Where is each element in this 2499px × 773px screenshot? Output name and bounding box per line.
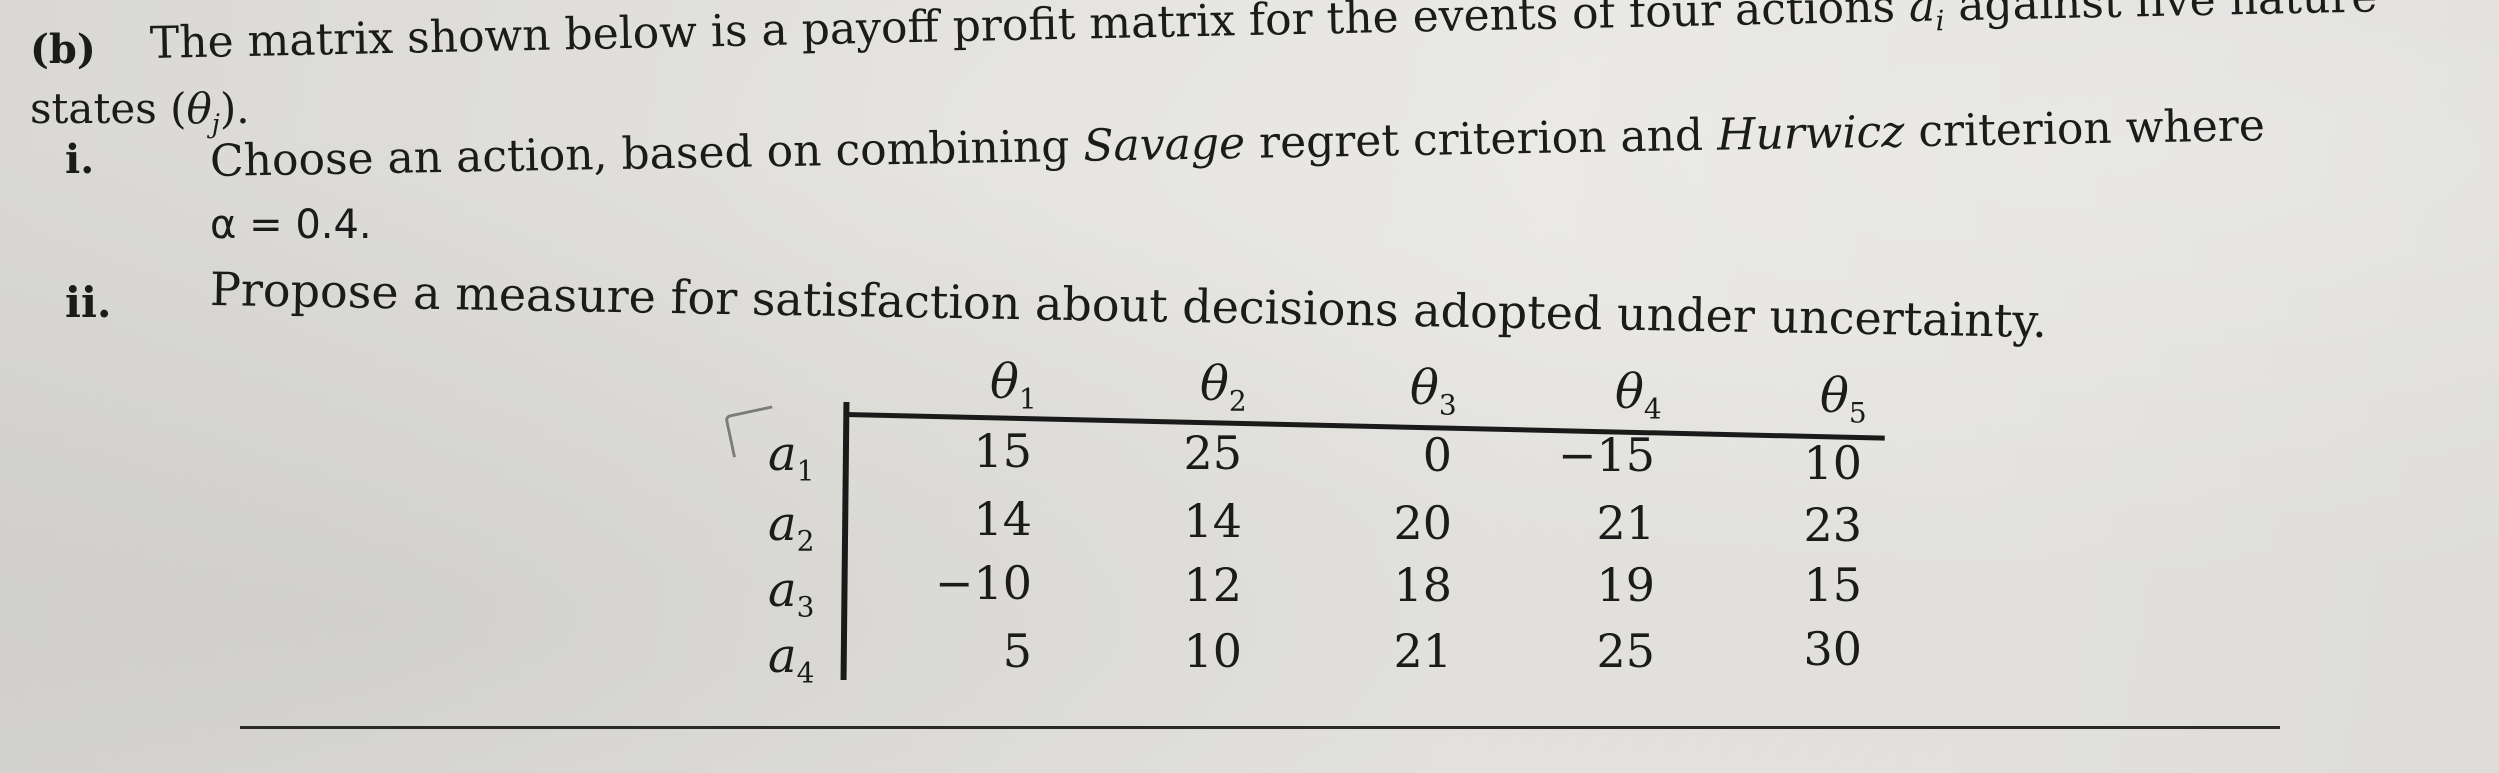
col-header-theta-3: θ3 [1410, 360, 1457, 422]
matrix-cell: 14 [1183, 494, 1242, 548]
matrix-cell: −10 [934, 556, 1032, 610]
matrix-cell: 5 [1002, 624, 1032, 678]
matrix-cell: 18 [1393, 558, 1452, 612]
states-suffix: ). [219, 84, 250, 133]
row-label-a4: a4 [768, 628, 815, 690]
matrix-cell: 12 [1183, 558, 1242, 612]
states-line: states (θj). [30, 88, 250, 140]
matrix-cell: 30 [1803, 622, 1862, 676]
matrix-cell: 25 [1183, 426, 1242, 480]
matrix-cell: 21 [1393, 624, 1452, 678]
col-header-theta-5: θ5 [1820, 368, 1867, 430]
col-header-theta-4: θ4 [1615, 364, 1662, 426]
action-symbol: a [1908, 0, 1936, 33]
hurwicz-term: Hurwicz [1716, 106, 1905, 161]
item-1-text-c: criterion where [1903, 100, 2266, 158]
intro-continuation: against five nature [1943, 0, 2378, 32]
part-label: (b) [30, 26, 96, 73]
row-label-a2: a2 [768, 496, 815, 558]
savage-term: Savage [1082, 117, 1246, 172]
item-1-label: i. [65, 136, 95, 183]
col-header-theta-1: θ1 [990, 354, 1037, 416]
item-1-text-b: regret criterion and [1244, 109, 1718, 169]
matrix-cell: −15 [1557, 428, 1655, 482]
matrix-cell: 15 [1803, 558, 1862, 612]
col-header-theta-2: θ2 [1200, 356, 1247, 418]
matrix-cell: 10 [1803, 436, 1862, 490]
state-index: j [211, 109, 220, 140]
row-label-a3: a3 [768, 562, 815, 624]
matrix-cell: 25 [1596, 624, 1655, 678]
matrix-cell: 20 [1393, 496, 1452, 550]
matrix-cell: 15 [973, 424, 1032, 478]
section-divider [240, 726, 2280, 729]
row-label-a1: a1 [768, 426, 815, 488]
matrix-cell: 21 [1596, 496, 1655, 550]
item-2-label: ii. [65, 278, 112, 327]
matrix-cell: 10 [1183, 624, 1242, 678]
matrix-cell: 0 [1422, 428, 1452, 482]
alpha-value: α = 0.4. [210, 202, 372, 248]
state-symbol: θ [186, 84, 212, 133]
states-prefix: states ( [30, 84, 187, 133]
matrix-cell: 19 [1596, 558, 1655, 612]
matrix-cell: 23 [1803, 498, 1862, 552]
matrix-cell: 14 [973, 492, 1032, 546]
